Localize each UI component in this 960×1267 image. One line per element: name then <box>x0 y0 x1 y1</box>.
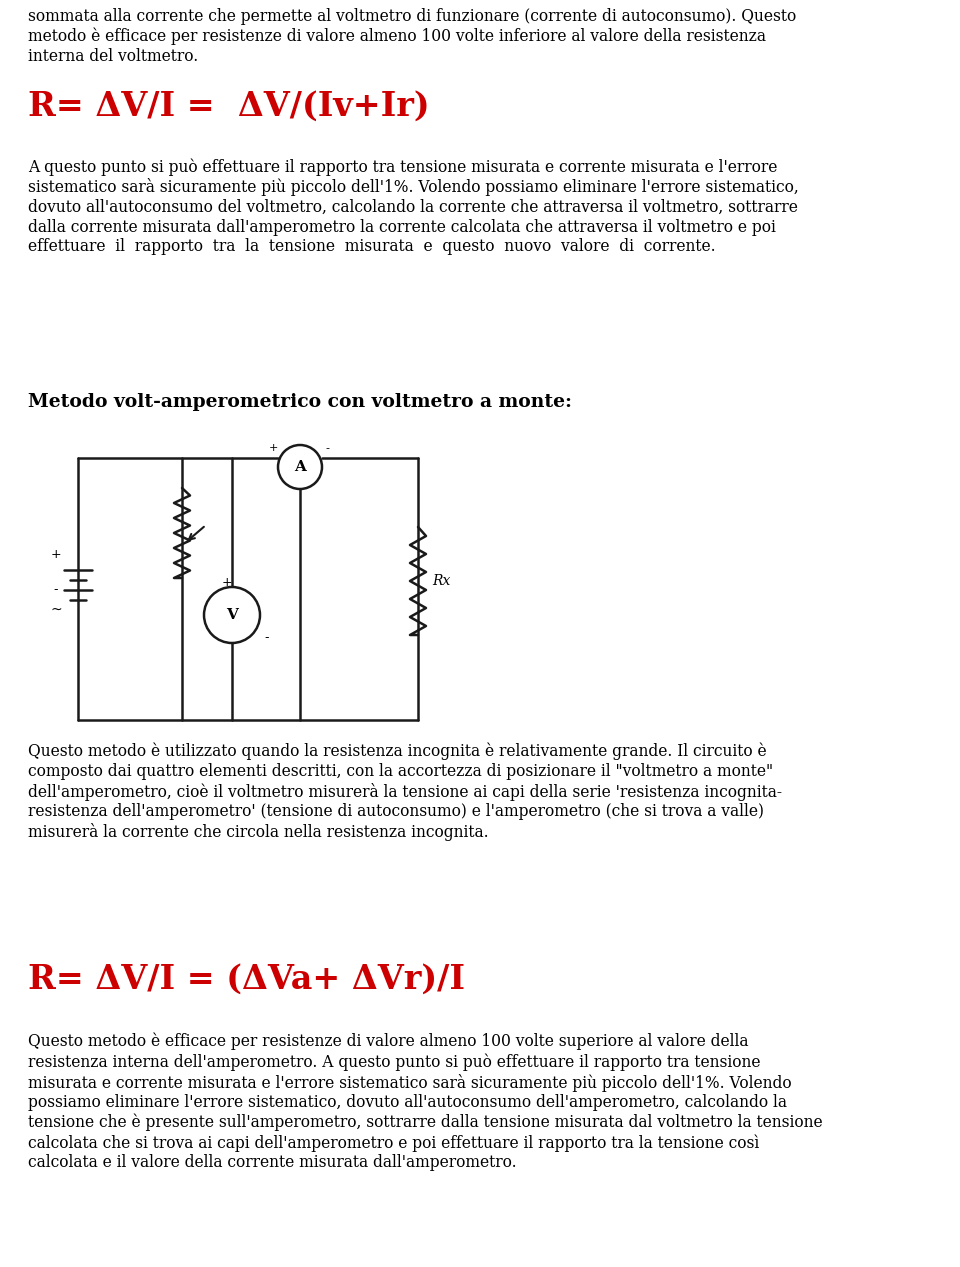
Text: Questo metodo è utilizzato quando la resistenza incognita è relativamente grande: Questo metodo è utilizzato quando la res… <box>28 742 782 841</box>
Text: Questo metodo è efficace per resistenze di valore almeno 100 volte superiore al : Questo metodo è efficace per resistenze … <box>28 1033 823 1171</box>
Text: +: + <box>268 443 277 454</box>
Text: A: A <box>294 460 306 474</box>
Text: R= ΔV/I =  ΔV/(Iv+Ir): R= ΔV/I = ΔV/(Iv+Ir) <box>28 90 430 123</box>
Text: V: V <box>226 608 238 622</box>
Circle shape <box>204 587 260 642</box>
Text: -: - <box>54 584 59 597</box>
Text: +: + <box>51 549 61 561</box>
Text: -: - <box>265 631 269 645</box>
Text: sommata alla corrente che permette al voltmetro di funzionare (corrente di autoc: sommata alla corrente che permette al vo… <box>28 8 796 65</box>
Circle shape <box>278 445 322 489</box>
Text: -: - <box>325 443 329 454</box>
Text: R= ΔV/I = (ΔVa+ ΔVr)/I: R= ΔV/I = (ΔVa+ ΔVr)/I <box>28 963 465 996</box>
Text: Metodo volt-amperometrico con voltmetro a monte:: Metodo volt-amperometrico con voltmetro … <box>28 393 572 411</box>
Text: ~: ~ <box>50 603 61 617</box>
Text: +: + <box>222 575 232 588</box>
Text: A questo punto si può effettuare il rapporto tra tensione misurata e corrente mi: A questo punto si può effettuare il rapp… <box>28 158 799 255</box>
Text: Rx: Rx <box>432 574 450 588</box>
